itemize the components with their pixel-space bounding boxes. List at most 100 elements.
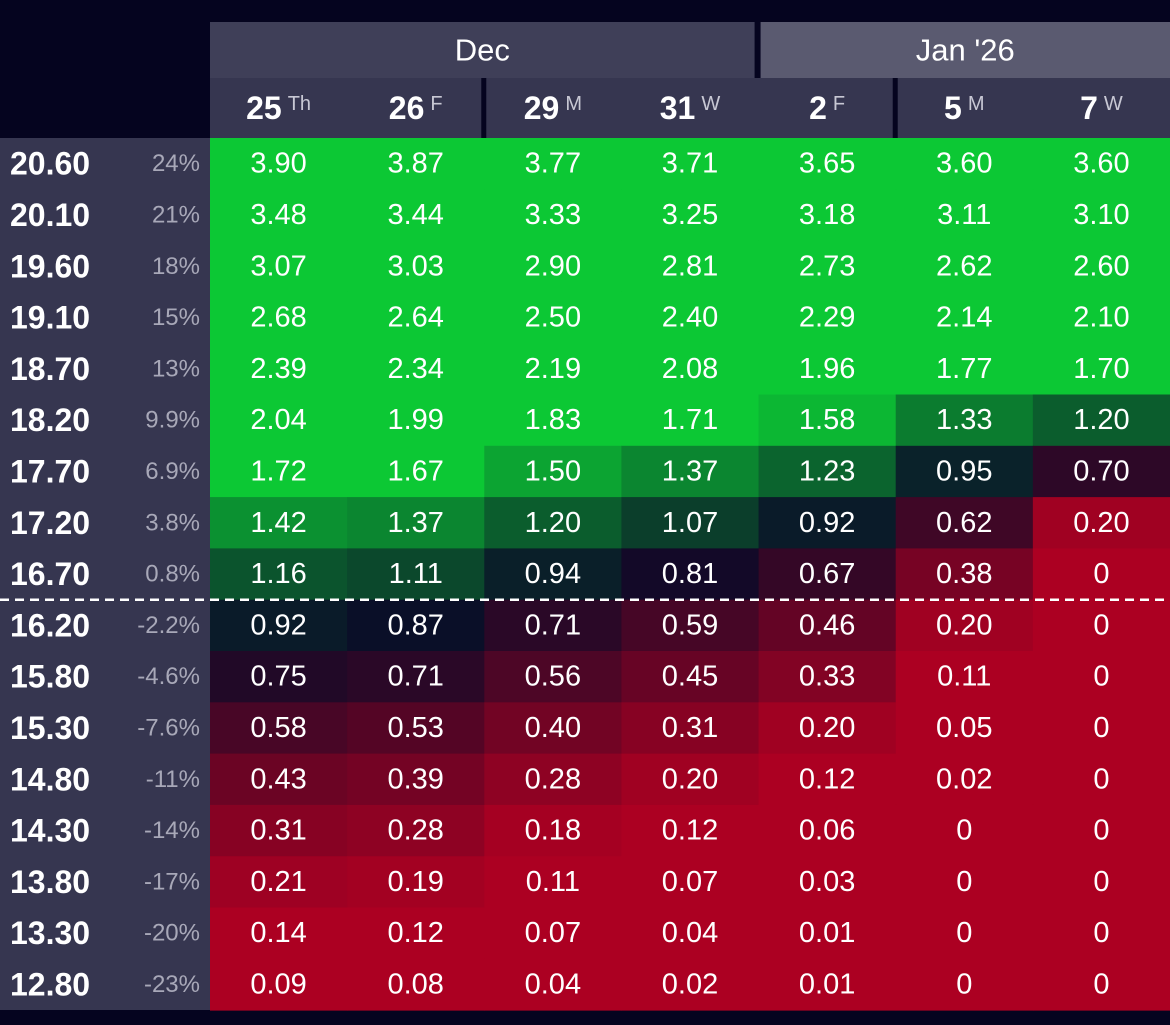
percent-change: -23% [144, 971, 200, 998]
cell-value: 0.07 [525, 917, 581, 949]
day-separator [481, 78, 487, 138]
cell [1032, 497, 1170, 549]
cell-value: 3.71 [662, 148, 718, 180]
cell-value: 1.58 [799, 404, 855, 436]
cell-value: 0 [1093, 763, 1109, 795]
cell [347, 958, 485, 1011]
cell [1032, 189, 1170, 242]
cell [484, 651, 622, 703]
strike: 18.70 [10, 351, 90, 387]
cell [1032, 343, 1170, 395]
cell [210, 958, 348, 1011]
cell-value: 0.03 [799, 866, 855, 898]
cell-value: 2.29 [799, 302, 855, 334]
cell [484, 856, 622, 908]
cell-value: 0 [956, 968, 972, 1000]
cell [210, 907, 348, 960]
strike: 17.20 [10, 505, 90, 541]
cell [895, 804, 1034, 857]
cell-value: 0.62 [936, 507, 992, 539]
cell-value: 3.10 [1073, 199, 1129, 231]
cell [484, 240, 622, 293]
cell [1032, 445, 1170, 498]
cell-value: 0.46 [799, 609, 855, 641]
cell [621, 599, 760, 652]
percent-change: 24% [152, 150, 200, 177]
cell-value: 2.68 [250, 302, 306, 334]
cell-value: 2.10 [1073, 302, 1129, 334]
cell-value: 0.28 [387, 815, 443, 847]
cell-value: 1.96 [799, 353, 855, 385]
cell-value: 0.58 [250, 712, 306, 744]
weekday: Th [288, 93, 311, 115]
cell [1032, 702, 1170, 755]
cell [210, 445, 348, 498]
cell [347, 240, 485, 293]
cell [621, 291, 760, 344]
cell-value: 0.59 [662, 609, 718, 641]
cell-value: 1.50 [525, 455, 581, 487]
cell [484, 291, 622, 344]
cell [621, 497, 760, 549]
cell-value: 0.09 [250, 968, 306, 1000]
percent-change: 21% [152, 201, 200, 228]
cell [1032, 651, 1170, 703]
cell [484, 445, 622, 498]
cell [484, 189, 622, 242]
cell-value: 1.77 [936, 353, 992, 385]
cell-value: 0.71 [387, 661, 443, 693]
cell-value: 0 [956, 866, 972, 898]
cell-value: 1.67 [387, 455, 443, 487]
cell-value: 0.92 [799, 507, 855, 539]
cell-value: 2.62 [936, 250, 992, 282]
cell [1032, 138, 1170, 190]
day-number: 2 [809, 90, 827, 126]
day-number: 5 [944, 90, 962, 126]
cell [758, 753, 897, 806]
day-label: 31 W [660, 90, 721, 126]
cell-value: 0.71 [525, 609, 581, 641]
cell-value: 3.07 [250, 250, 306, 282]
cell-value: 0 [1093, 968, 1109, 1000]
cell [758, 907, 897, 960]
cell [1032, 240, 1170, 293]
strike: 16.70 [10, 556, 90, 592]
day-label: 26 F [389, 90, 443, 126]
cell [484, 907, 622, 960]
cell [758, 240, 897, 293]
cell [1032, 753, 1170, 806]
cell-value: 3.60 [1073, 148, 1129, 180]
cell-value: 1.07 [662, 507, 718, 539]
cell-value: 2.81 [662, 250, 718, 282]
cell [895, 138, 1034, 190]
cell-value: 0 [1093, 712, 1109, 744]
percent-change: -11% [146, 766, 200, 793]
cell [210, 240, 348, 293]
cell [210, 548, 348, 601]
cell-value: 1.20 [525, 507, 581, 539]
cell-value: 0.70 [1073, 455, 1129, 487]
strike: 15.80 [10, 659, 90, 695]
cell [895, 497, 1034, 549]
cell-value: 2.34 [387, 353, 443, 385]
cell-value: 0.04 [525, 968, 581, 1000]
cell-value: 0 [956, 815, 972, 847]
percent-change: 18% [152, 253, 200, 280]
cell [758, 548, 897, 601]
cell [895, 958, 1034, 1011]
percent-change: -17% [144, 868, 200, 895]
cell [895, 907, 1034, 960]
cell [621, 445, 760, 498]
strike: 19.60 [10, 248, 90, 284]
cell [895, 394, 1034, 447]
percent-change: 15% [152, 304, 200, 331]
strike: 19.10 [10, 300, 90, 336]
cell-value: 3.60 [936, 148, 992, 180]
cell [621, 753, 760, 806]
strike: 16.20 [10, 607, 90, 643]
cell [895, 189, 1034, 242]
strike: 20.60 [10, 146, 90, 182]
day-number: 31 [660, 90, 696, 126]
